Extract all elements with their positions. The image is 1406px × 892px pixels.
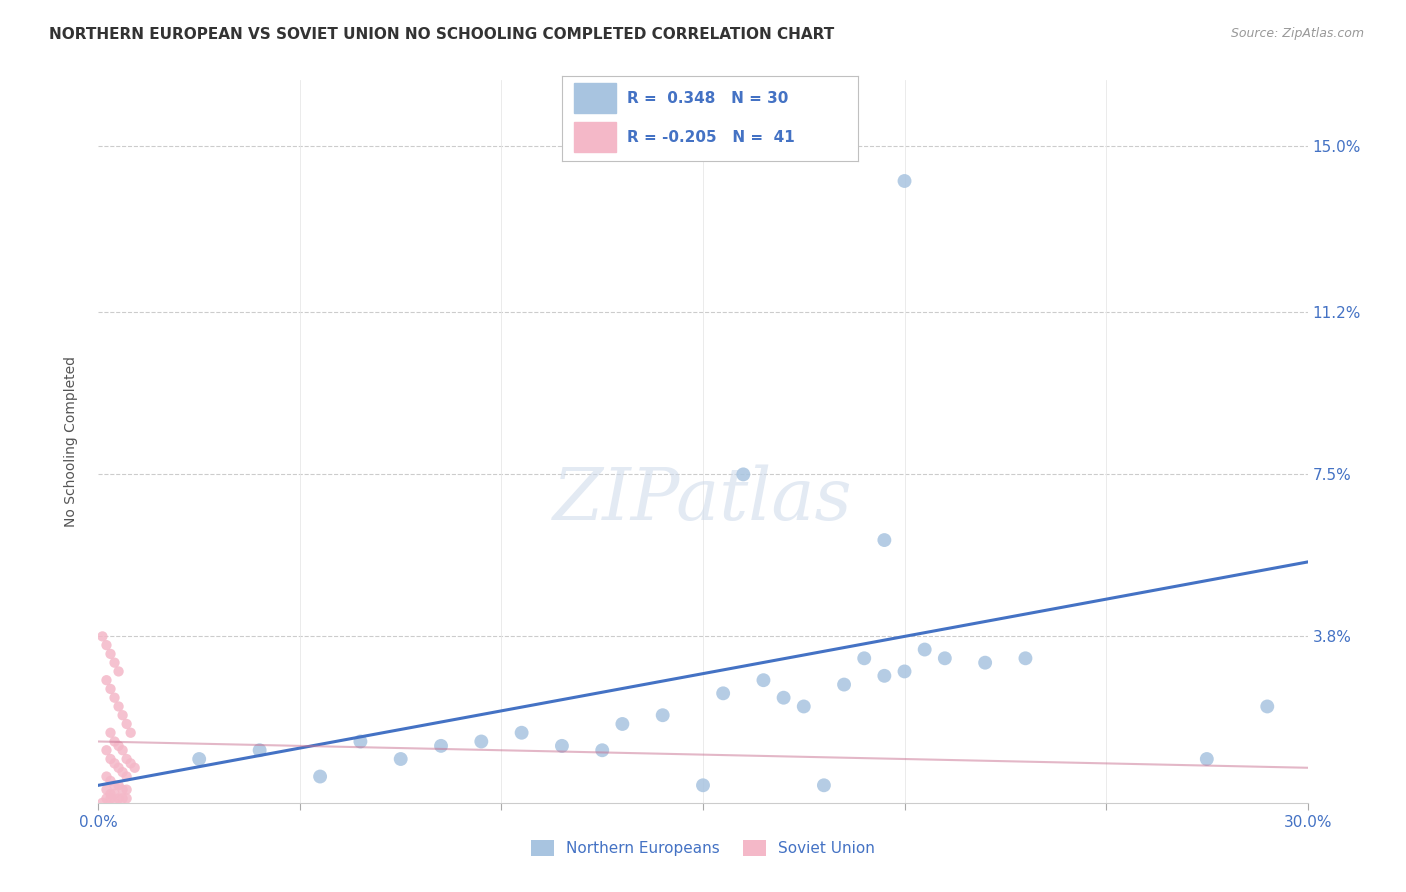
Point [752,673,775,688]
Legend: Northern Europeans, Soviet Union: Northern Europeans, Soviet Union [523,832,883,863]
Point [100,773,122,788]
Point [551,739,574,753]
Point [124,761,146,775]
Point [100,725,122,739]
Point [249,743,271,757]
Point [793,699,815,714]
Point [510,725,533,739]
Text: ZIPatlas: ZIPatlas [553,464,853,534]
Point [934,651,956,665]
Point [813,778,835,792]
Point [96,782,118,797]
Text: Source: ZipAtlas.com: Source: ZipAtlas.com [1230,27,1364,40]
Point [100,791,122,805]
Point [107,665,129,679]
Point [103,756,125,771]
Point [96,638,118,652]
Point [470,734,492,748]
Point [111,782,134,797]
Point [96,770,118,784]
Point [430,739,453,753]
Point [612,717,634,731]
Point [91,796,114,810]
Y-axis label: No Schooling Completed: No Schooling Completed [63,356,77,527]
Point [1256,699,1278,714]
Point [1195,752,1218,766]
Point [188,752,211,766]
Point [115,782,138,797]
Point [1014,651,1036,665]
Point [111,765,134,780]
Text: NORTHERN EUROPEAN VS SOVIET UNION NO SCHOOLING COMPLETED CORRELATION CHART: NORTHERN EUROPEAN VS SOVIET UNION NO SCH… [49,27,834,42]
Point [115,752,138,766]
Point [107,739,129,753]
Point [893,665,915,679]
Point [389,752,412,766]
Point [96,791,118,805]
Point [853,651,876,665]
Point [103,787,125,801]
Text: R = -0.205   N =  41: R = -0.205 N = 41 [627,130,796,145]
Point [120,725,142,739]
Point [100,681,122,696]
Point [692,778,714,792]
Point [107,761,129,775]
Point [651,708,673,723]
Point [115,770,138,784]
Point [893,174,915,188]
Point [349,734,371,748]
Point [103,656,125,670]
Point [100,647,122,661]
Point [96,743,118,757]
Point [100,752,122,766]
Point [733,467,755,482]
Point [111,743,134,757]
Point [309,770,332,784]
Point [100,787,122,801]
Point [974,656,997,670]
Point [103,690,125,705]
Point [96,673,118,688]
Point [111,708,134,723]
Point [873,533,896,547]
Point [107,699,129,714]
Point [91,629,114,643]
Point [115,717,138,731]
Point [591,743,613,757]
Point [103,734,125,748]
Point [111,791,134,805]
Point [103,778,125,792]
Point [711,686,734,700]
Point [120,756,142,771]
Point [107,778,129,792]
Point [115,791,138,805]
Bar [574,83,616,113]
Point [914,642,936,657]
Point [103,796,125,810]
Point [832,677,855,691]
Bar [574,121,616,152]
Point [107,791,129,805]
Point [873,669,896,683]
Point [772,690,794,705]
Text: R =  0.348   N = 30: R = 0.348 N = 30 [627,91,789,106]
